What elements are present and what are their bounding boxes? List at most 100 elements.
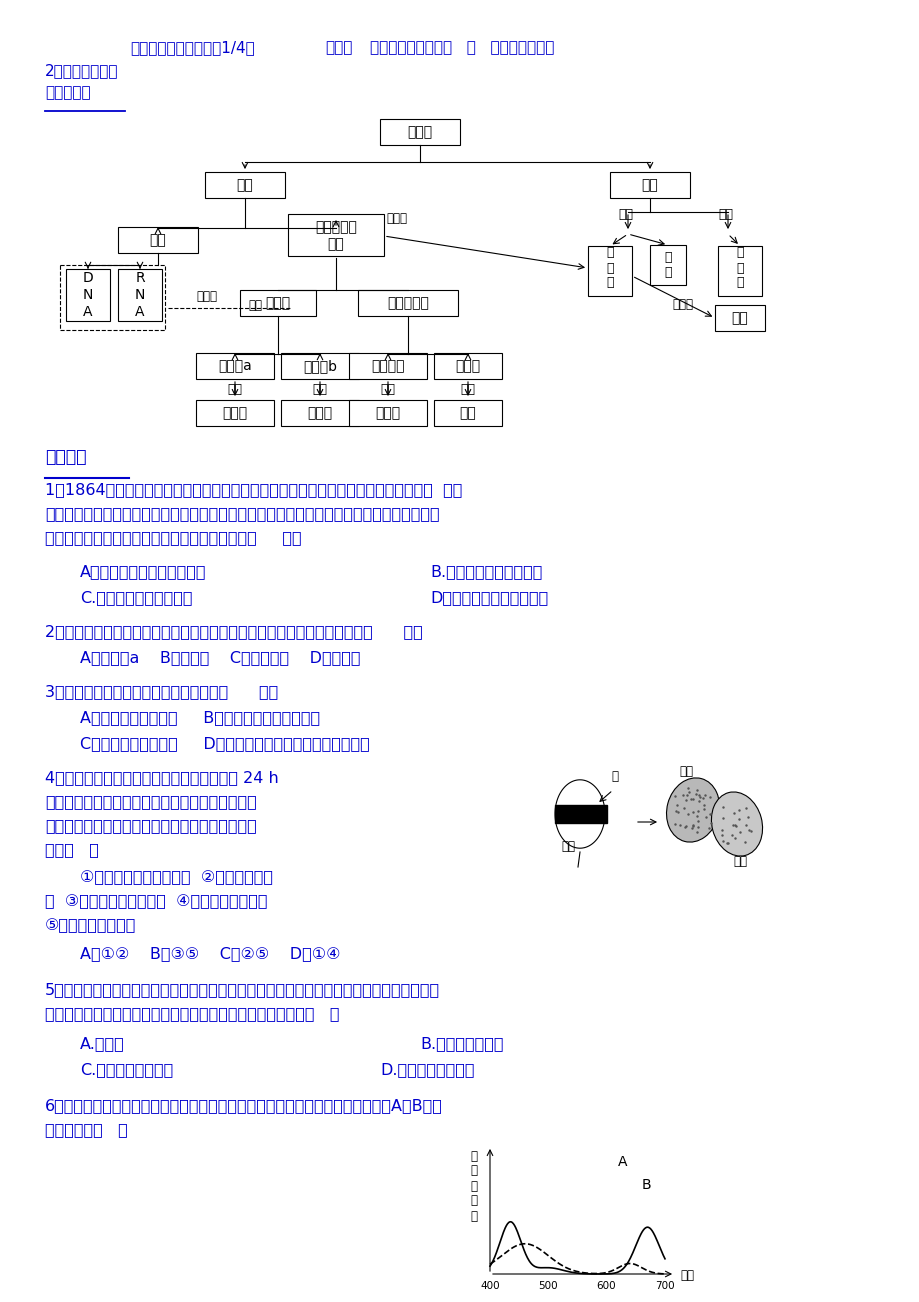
Text: 捕获光能的
色素: 捕获光能的 色素 — [314, 220, 357, 251]
Text: 波长: 波长 — [679, 1269, 693, 1282]
Text: 成分: 成分 — [236, 178, 253, 191]
Text: 外表: 外表 — [717, 208, 732, 221]
FancyBboxPatch shape — [118, 270, 162, 322]
Text: 叶绿素a: 叶绿素a — [218, 359, 252, 372]
Text: 2、在叶绿体色素的提取和分离实验中，在滤纸条上扩散速度最快的色素是（      ）。: 2、在叶绿体色素的提取和分离实验中，在滤纸条上扩散速度最快的色素是（ ）。 — [45, 624, 423, 639]
Text: 黄色: 黄色 — [460, 406, 476, 421]
FancyBboxPatch shape — [348, 400, 426, 426]
FancyBboxPatch shape — [66, 270, 110, 322]
FancyBboxPatch shape — [650, 245, 686, 285]
Text: ①光合作用需要二氧化碳  ②光合作用需要: ①光合作用需要二氧化碳 ②光合作用需要 — [80, 870, 273, 885]
Text: 光: 光 — [610, 769, 618, 783]
Text: A．能否进行有氧呼吸     B．能否进行化能合成作用: A．能否进行有氧呼吸 B．能否进行化能合成作用 — [80, 710, 320, 725]
Text: 堆叠成: 堆叠成 — [386, 212, 406, 225]
Text: 结构: 结构 — [641, 178, 658, 191]
FancyBboxPatch shape — [60, 266, 165, 329]
Text: 棕色: 棕色 — [678, 766, 692, 779]
FancyBboxPatch shape — [714, 305, 765, 331]
Text: 基
质: 基 质 — [664, 251, 671, 279]
Text: A.绿光区: A.绿光区 — [80, 1036, 125, 1051]
Text: 镜之间，连续光谱中就会出现一些黑色条带，这些条带应位于（   ）: 镜之间，连续光谱中就会出现一些黑色条带，这些条带应位于（ ） — [45, 1006, 339, 1021]
Text: 包括：: 包括： — [324, 40, 352, 55]
Text: 显示: 显示 — [227, 383, 243, 396]
Text: 当堂检测: 当堂检测 — [45, 448, 86, 466]
Text: 类
囊
体: 类 囊 体 — [606, 246, 613, 289]
Ellipse shape — [665, 777, 719, 842]
FancyBboxPatch shape — [280, 353, 358, 379]
Text: 内部: 内部 — [618, 208, 632, 221]
Text: 为何种色素（   ）: 为何种色素（ ） — [45, 1122, 128, 1137]
Text: 证明（   ）: 证明（ ） — [45, 842, 98, 857]
Text: 3、自养生物和异养生物的根本区别在于（      ）。: 3、自养生物和异养生物的根本区别在于（ ）。 — [45, 684, 278, 699]
FancyBboxPatch shape — [380, 118, 460, 145]
Text: 500: 500 — [538, 1281, 557, 1292]
Text: C．能否进行光合作用     D．能否将外界无机物合成自身有机物: C．能否进行光合作用 D．能否将外界无机物合成自身有机物 — [80, 736, 369, 751]
Text: 4、下图所示，某绿色植物的绿叶经阳光照射 24 h: 4、下图所示，某绿色植物的绿叶经阳光照射 24 h — [45, 769, 278, 785]
FancyBboxPatch shape — [288, 214, 383, 256]
FancyBboxPatch shape — [196, 353, 274, 379]
FancyBboxPatch shape — [196, 400, 274, 426]
Text: 1、1864年，德国科学家萨克斯将绿色叶片放在暗处几小时，然后把此叶片一半遮光，  一半: 1、1864年，德国科学家萨克斯将绿色叶片放在暗处几小时，然后把此叶片一半遮光，… — [45, 482, 462, 497]
FancyBboxPatch shape — [587, 246, 631, 296]
FancyBboxPatch shape — [348, 353, 426, 379]
Text: 胡萝卜素: 胡萝卜素 — [371, 359, 404, 372]
FancyBboxPatch shape — [434, 400, 502, 426]
Text: 叶黄素: 叶黄素 — [455, 359, 480, 372]
Text: 锡箔: 锡箔 — [561, 840, 574, 853]
Text: 叶绿体: 叶绿体 — [407, 125, 432, 139]
Text: 叶绿素b: 叶绿素b — [302, 359, 336, 372]
Text: 显示: 显示 — [460, 383, 475, 396]
Text: 类胡萝卜素: 类胡萝卜素 — [387, 296, 428, 310]
Text: D．遮光处理作为对照实验: D．遮光处理作为对照实验 — [429, 590, 548, 605]
Text: A: A — [618, 1155, 627, 1169]
Text: 堆叠成: 堆叠成 — [671, 298, 692, 311]
Text: 400: 400 — [480, 1281, 499, 1292]
Text: 700: 700 — [654, 1281, 674, 1292]
Text: 光  ③光合作用需要叶绿素  ④光合作用放出氧气: 光 ③光合作用需要叶绿素 ④光合作用放出氧气 — [45, 894, 267, 909]
Text: 显示: 显示 — [312, 383, 327, 396]
Text: 600: 600 — [596, 1281, 616, 1292]
Text: ⑤光合作用制造淀粉: ⑤光合作用制造淀粉 — [45, 918, 136, 934]
Text: 黄绿色: 黄绿色 — [307, 406, 332, 421]
Text: 6、右图为用分光光度计测定叶片中两类色素吸收不同波长光波的曲线图，请判定A和B分别: 6、右图为用分光光度计测定叶片中两类色素吸收不同波长光波的曲线图，请判定A和B分… — [45, 1098, 442, 1113]
Text: 显示: 显示 — [380, 383, 395, 396]
Bar — [554, 805, 607, 823]
Text: C.蓝紫光区和绿光区: C.蓝紫光区和绿光区 — [80, 1062, 173, 1077]
Text: 分布于: 分布于 — [196, 290, 217, 303]
Text: 类胡萝卜素（含量约占1/4）: 类胡萝卜素（含量约占1/4） — [130, 40, 255, 55]
Text: R
N
A: R N A — [135, 271, 145, 319]
Text: 2、叶绿体的结构: 2、叶绿体的结构 — [45, 62, 119, 78]
FancyBboxPatch shape — [118, 227, 198, 253]
Text: 胡萝卜素（橙黄色）   和   叶黄素（黄色）: 胡萝卜素（橙黄色） 和 叶黄素（黄色） — [369, 40, 554, 55]
Text: D
N
A: D N A — [83, 271, 93, 319]
Text: 后，经脱色并用碘液处理，结果有锡箔覆盖的部位: 后，经脱色并用碘液处理，结果有锡箔覆盖的部位 — [45, 794, 256, 809]
Text: A．叶绿素a    B．叶绿素    C．胡萝卜素    D．叶黄素: A．叶绿素a B．叶绿素 C．胡萝卜素 D．叶黄素 — [80, 650, 360, 665]
Text: 种类: 种类 — [150, 233, 166, 247]
FancyBboxPatch shape — [357, 290, 458, 316]
Text: A．本实验不需要设对照实验: A．本实验不需要设对照实验 — [80, 564, 206, 579]
FancyBboxPatch shape — [205, 172, 285, 198]
FancyBboxPatch shape — [609, 172, 689, 198]
Text: 吸
收
的
光
量: 吸 收 的 光 量 — [470, 1150, 476, 1223]
FancyBboxPatch shape — [280, 400, 358, 426]
Text: 知识网络图: 知识网络图 — [45, 85, 91, 100]
Ellipse shape — [710, 792, 762, 855]
Text: 双
层
膜: 双 层 膜 — [735, 246, 743, 289]
Text: 叶绿素: 叶绿素 — [266, 296, 290, 310]
Text: 蓝色: 蓝色 — [732, 855, 746, 868]
Text: A．①②    B．③⑤    C．②⑤    D．①④: A．①② B．③⑤ C．②⑤ D．①④ — [80, 947, 340, 961]
FancyBboxPatch shape — [434, 353, 502, 379]
Text: 5、阳光通过三棱镜能显示出七种颜色的连续光谱，如果将一瓶叶绿素提取液放在光源和三棱: 5、阳光通过三棱镜能显示出七种颜色的连续光谱，如果将一瓶叶绿素提取液放在光源和三… — [45, 982, 439, 997]
Text: 基粒: 基粒 — [731, 311, 747, 326]
FancyBboxPatch shape — [717, 246, 761, 296]
Text: 橙黄色: 橙黄色 — [375, 406, 400, 421]
Text: 该实验在设计上具有很强的严密性，具体体现在（     ）。: 该实验在设计上具有很强的严密性，具体体现在（ ）。 — [45, 530, 301, 546]
Text: B.红光区和绿光区: B.红光区和绿光区 — [420, 1036, 503, 1051]
Text: 不呈蓝色，而不被锡箔覆盖的部位呈蓝色。本实验: 不呈蓝色，而不被锡箔覆盖的部位呈蓝色。本实验 — [45, 818, 256, 833]
Text: C.本实验为空白对照实验: C.本实验为空白对照实验 — [80, 590, 192, 605]
FancyBboxPatch shape — [240, 290, 315, 316]
Text: 种类: 种类 — [248, 299, 262, 312]
Text: D.红光区和蓝紫光区: D.红光区和蓝紫光区 — [380, 1062, 474, 1077]
Text: B: B — [641, 1178, 651, 1193]
Text: 蓝绿色: 蓝绿色 — [222, 406, 247, 421]
